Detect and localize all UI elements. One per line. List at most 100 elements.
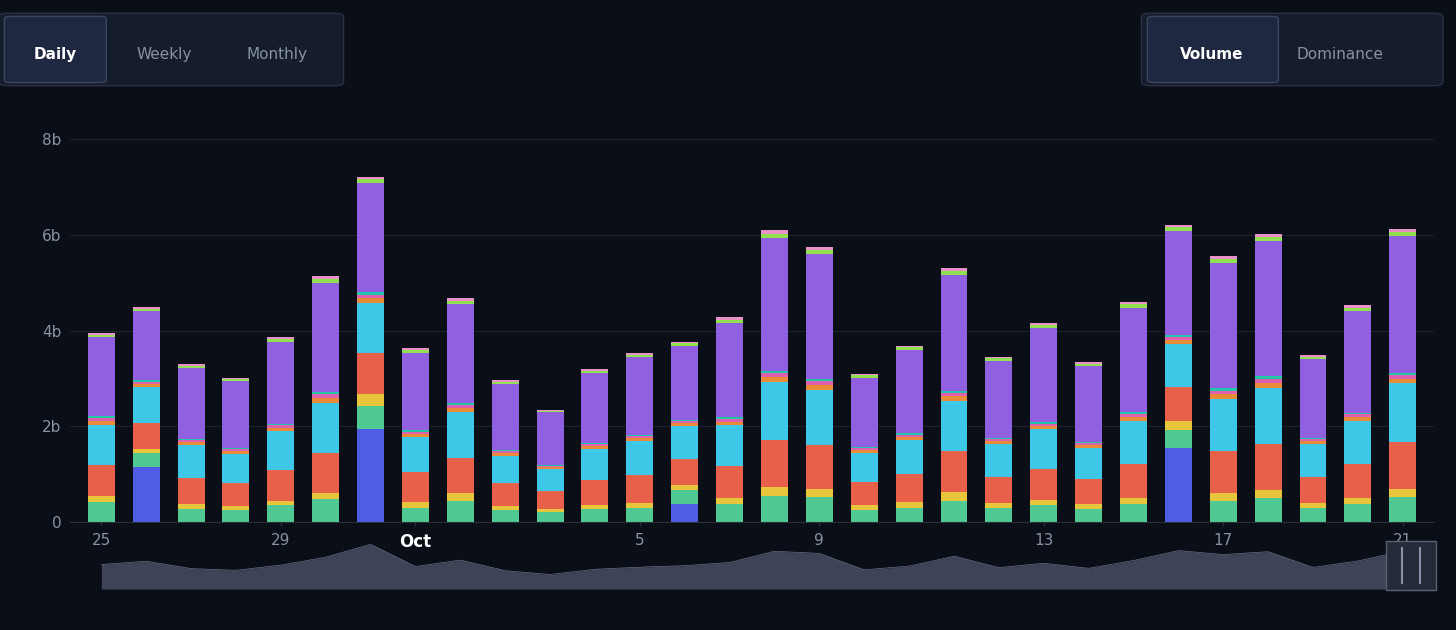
- Bar: [581, 446, 609, 449]
- Bar: [1031, 421, 1057, 423]
- Bar: [895, 345, 923, 348]
- Bar: [1075, 445, 1102, 448]
- Bar: [537, 412, 563, 465]
- Bar: [1165, 337, 1192, 340]
- Bar: [537, 491, 563, 509]
- Bar: [1165, 421, 1192, 430]
- Bar: [716, 466, 743, 498]
- Bar: [402, 353, 430, 430]
- Bar: [87, 333, 115, 335]
- Bar: [895, 440, 923, 474]
- Bar: [1120, 304, 1147, 307]
- Text: Dominance: Dominance: [1296, 47, 1383, 62]
- Bar: [761, 371, 788, 374]
- Bar: [1210, 451, 1236, 493]
- Bar: [581, 449, 609, 480]
- Bar: [87, 465, 115, 496]
- Bar: [626, 435, 654, 436]
- Bar: [716, 425, 743, 466]
- Bar: [805, 381, 833, 385]
- Bar: [1300, 508, 1326, 522]
- Bar: [986, 438, 1012, 439]
- Bar: [537, 411, 563, 412]
- Bar: [268, 432, 294, 469]
- Bar: [986, 444, 1012, 477]
- Bar: [1300, 503, 1326, 508]
- Bar: [986, 503, 1012, 508]
- Bar: [1075, 442, 1102, 444]
- Bar: [87, 416, 115, 418]
- Bar: [447, 412, 473, 457]
- Bar: [671, 421, 699, 423]
- Bar: [850, 375, 878, 377]
- Bar: [223, 454, 249, 483]
- Bar: [986, 358, 1012, 362]
- Bar: [447, 304, 473, 403]
- Bar: [447, 457, 473, 493]
- Bar: [1031, 505, 1057, 522]
- Bar: [223, 381, 249, 448]
- Bar: [850, 450, 878, 453]
- Bar: [223, 483, 249, 507]
- Bar: [1255, 376, 1281, 379]
- Bar: [492, 455, 518, 483]
- Bar: [1075, 448, 1102, 479]
- Bar: [895, 350, 923, 433]
- Bar: [87, 418, 115, 421]
- Bar: [87, 425, 115, 465]
- Bar: [132, 449, 160, 453]
- Bar: [1389, 373, 1417, 375]
- Bar: [537, 469, 563, 491]
- Bar: [850, 377, 878, 447]
- Bar: [178, 440, 204, 442]
- Bar: [805, 254, 833, 379]
- Bar: [1300, 359, 1326, 438]
- Bar: [1075, 509, 1102, 522]
- Bar: [1120, 498, 1147, 504]
- Bar: [447, 501, 473, 522]
- Bar: [895, 508, 923, 522]
- Bar: [941, 268, 967, 271]
- Bar: [1075, 364, 1102, 366]
- Bar: [1210, 394, 1236, 399]
- Bar: [447, 298, 473, 301]
- Bar: [87, 338, 115, 416]
- Bar: [1120, 412, 1147, 414]
- Bar: [132, 381, 160, 382]
- Bar: [1120, 417, 1147, 421]
- Bar: [132, 387, 160, 423]
- Bar: [581, 443, 609, 444]
- Bar: [178, 439, 204, 440]
- Bar: [357, 180, 384, 183]
- Text: Weekly: Weekly: [137, 47, 192, 62]
- Bar: [581, 480, 609, 505]
- Bar: [1255, 387, 1281, 444]
- Bar: [1300, 444, 1326, 477]
- Bar: [1165, 343, 1192, 387]
- Bar: [716, 498, 743, 504]
- Bar: [312, 453, 339, 493]
- Bar: [761, 377, 788, 382]
- Bar: [1344, 415, 1372, 417]
- Bar: [492, 453, 518, 455]
- Bar: [1255, 234, 1281, 237]
- Bar: [626, 357, 654, 435]
- Bar: [895, 437, 923, 440]
- Bar: [537, 512, 563, 522]
- Bar: [626, 503, 654, 508]
- Bar: [268, 425, 294, 428]
- Bar: [805, 250, 833, 254]
- Bar: [941, 401, 967, 451]
- Bar: [1389, 384, 1417, 442]
- Bar: [1031, 423, 1057, 426]
- Bar: [895, 348, 923, 350]
- Bar: [312, 276, 339, 279]
- Bar: [716, 319, 743, 323]
- Bar: [268, 340, 294, 342]
- Bar: [1031, 429, 1057, 469]
- Bar: [357, 183, 384, 292]
- Bar: [895, 433, 923, 435]
- Bar: [626, 508, 654, 522]
- Bar: [132, 311, 160, 381]
- Bar: [850, 449, 878, 450]
